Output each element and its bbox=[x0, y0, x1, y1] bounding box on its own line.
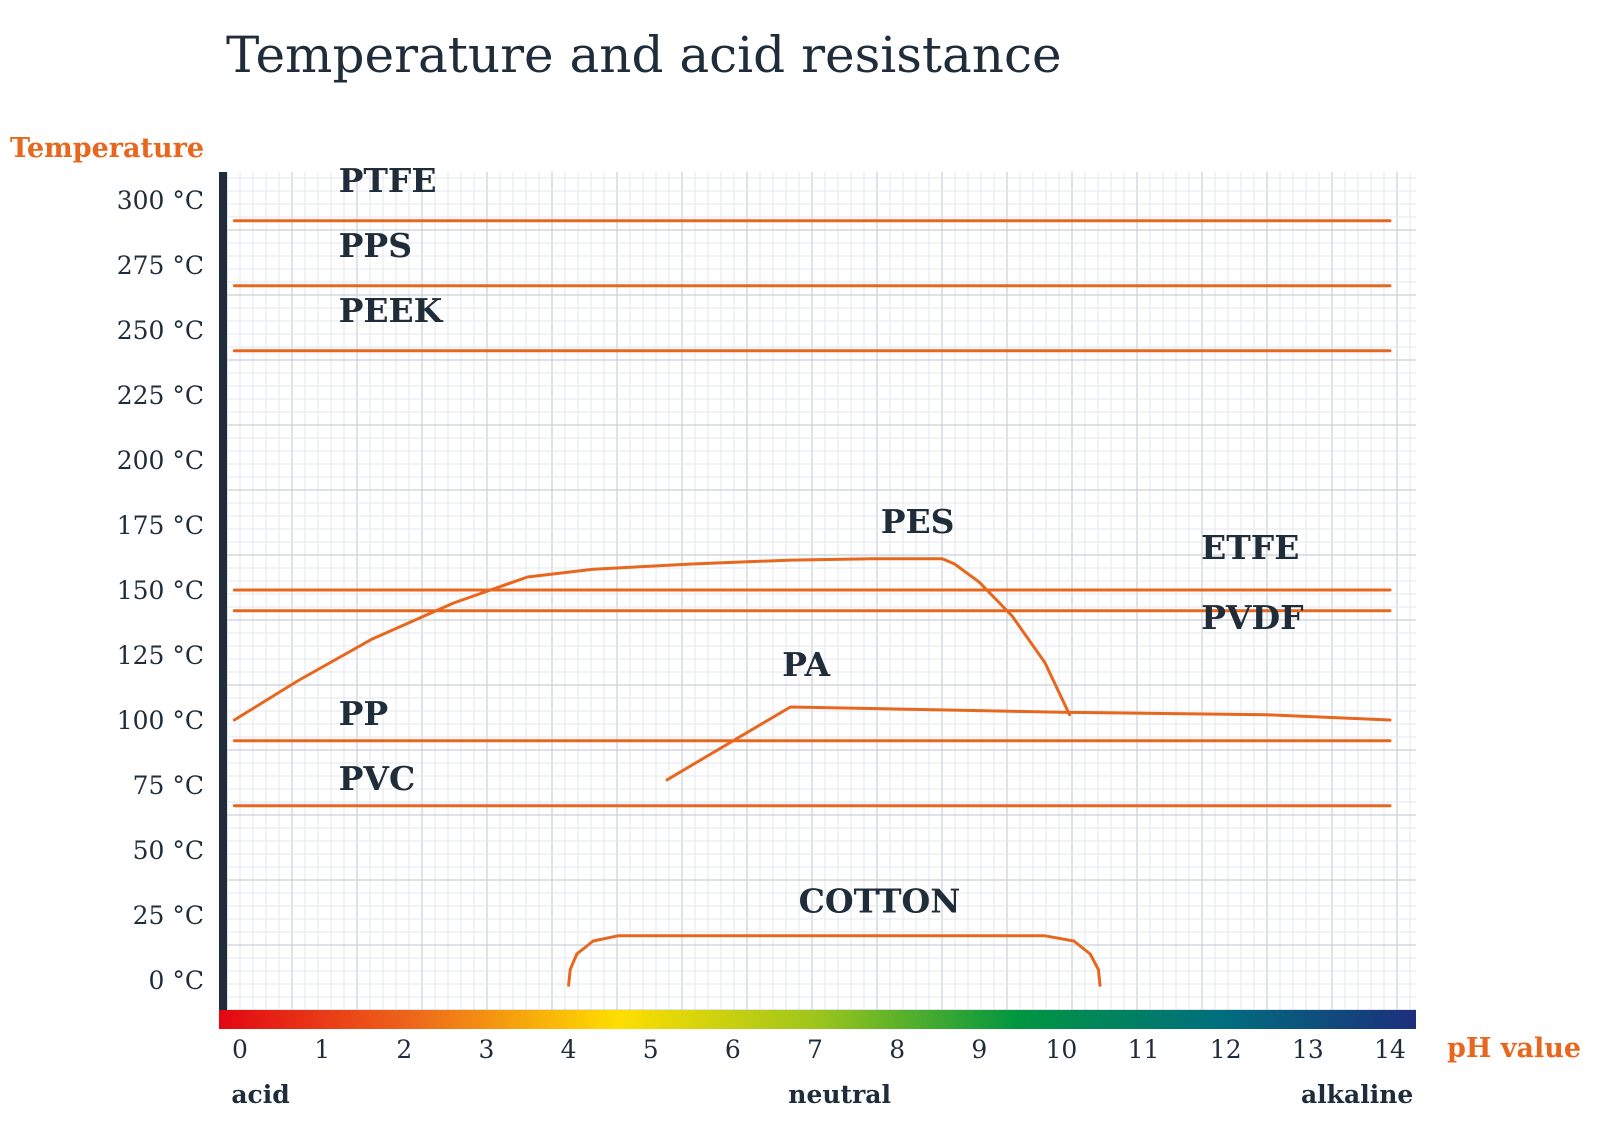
x-tick-label: 11 bbox=[1128, 1035, 1160, 1064]
y-axis-line bbox=[219, 172, 227, 1017]
y-tick-label: 50 °C bbox=[133, 836, 204, 865]
series-label-peek: PEEK bbox=[339, 291, 444, 330]
ph-color-scale bbox=[219, 1010, 1416, 1029]
y-axis-ticks: 300 °C 275 °C 250 °C 225 °C 200 °C 175 °C 150 … bbox=[117, 186, 204, 995]
y-tick-label: 200 °C bbox=[117, 446, 204, 475]
series-label-pp: PP bbox=[339, 694, 389, 733]
y-tick-label: 125 °C bbox=[117, 641, 204, 670]
ph-region-labels: acid neutral alkaline bbox=[231, 1080, 1413, 1109]
series-line-cotton bbox=[567, 934, 1102, 987]
x-tick-label: 5 bbox=[643, 1035, 659, 1064]
ph-region-label: acid bbox=[231, 1080, 289, 1109]
series-label-etfe: ETFE bbox=[1201, 528, 1299, 567]
ph-region-label: neutral bbox=[788, 1080, 891, 1109]
series-label-pvc: PVC bbox=[339, 759, 416, 798]
y-tick-label: 0 °C bbox=[149, 966, 204, 995]
series-label-pvdf: PVDF bbox=[1201, 598, 1303, 637]
x-tick-label: 14 bbox=[1374, 1035, 1406, 1064]
y-tick-label: 225 °C bbox=[117, 381, 204, 410]
series-label-pes: PES bbox=[881, 502, 955, 541]
ph-region-label: alkaline bbox=[1301, 1080, 1413, 1109]
y-axis-title: Temperature bbox=[10, 133, 204, 164]
y-tick-label: 175 °C bbox=[117, 511, 204, 540]
series-label-pa: PA bbox=[782, 645, 830, 684]
y-tick-label: 150 °C bbox=[117, 576, 204, 605]
y-tick-label: 100 °C bbox=[117, 706, 204, 735]
x-tick-label: 9 bbox=[971, 1035, 987, 1064]
x-tick-label: 8 bbox=[889, 1035, 905, 1064]
series-line-pes bbox=[232, 557, 1072, 722]
x-tick-label: 4 bbox=[561, 1035, 577, 1064]
x-tick-label: 10 bbox=[1046, 1035, 1078, 1064]
x-tick-label: 13 bbox=[1292, 1035, 1324, 1064]
x-tick-label: 1 bbox=[314, 1035, 330, 1064]
series-lines bbox=[232, 219, 1392, 987]
x-tick-label: 7 bbox=[807, 1035, 823, 1064]
x-tick-label: 6 bbox=[725, 1035, 741, 1064]
y-tick-label: 250 °C bbox=[117, 316, 204, 345]
series-label-cotton: COTTON bbox=[799, 881, 961, 920]
x-tick-label: 3 bbox=[478, 1035, 494, 1064]
series-label-ptfe: PTFE bbox=[339, 161, 437, 200]
y-tick-label: 75 °C bbox=[133, 771, 204, 800]
series-line-pa bbox=[665, 705, 1392, 782]
y-tick-label: 25 °C bbox=[133, 901, 204, 930]
x-tick-label: 2 bbox=[396, 1035, 412, 1064]
y-tick-label: 275 °C bbox=[117, 251, 204, 280]
x-tick-label: 0 bbox=[232, 1035, 248, 1064]
series-labels: PTFE PPS PEEK PES ETFE PVDF PA PP PVC COTTON bbox=[339, 161, 1304, 920]
series-label-pps: PPS bbox=[339, 226, 412, 265]
y-tick-label: 300 °C bbox=[117, 186, 204, 215]
x-tick-label: 12 bbox=[1210, 1035, 1242, 1064]
chart-title: Temperature and acid resistance bbox=[226, 26, 1062, 84]
x-axis-title: pH value bbox=[1447, 1033, 1581, 1064]
x-axis-ticks: 0 1 2 3 4 5 6 7 8 9 10 11 12 13 14 bbox=[232, 1035, 1406, 1064]
